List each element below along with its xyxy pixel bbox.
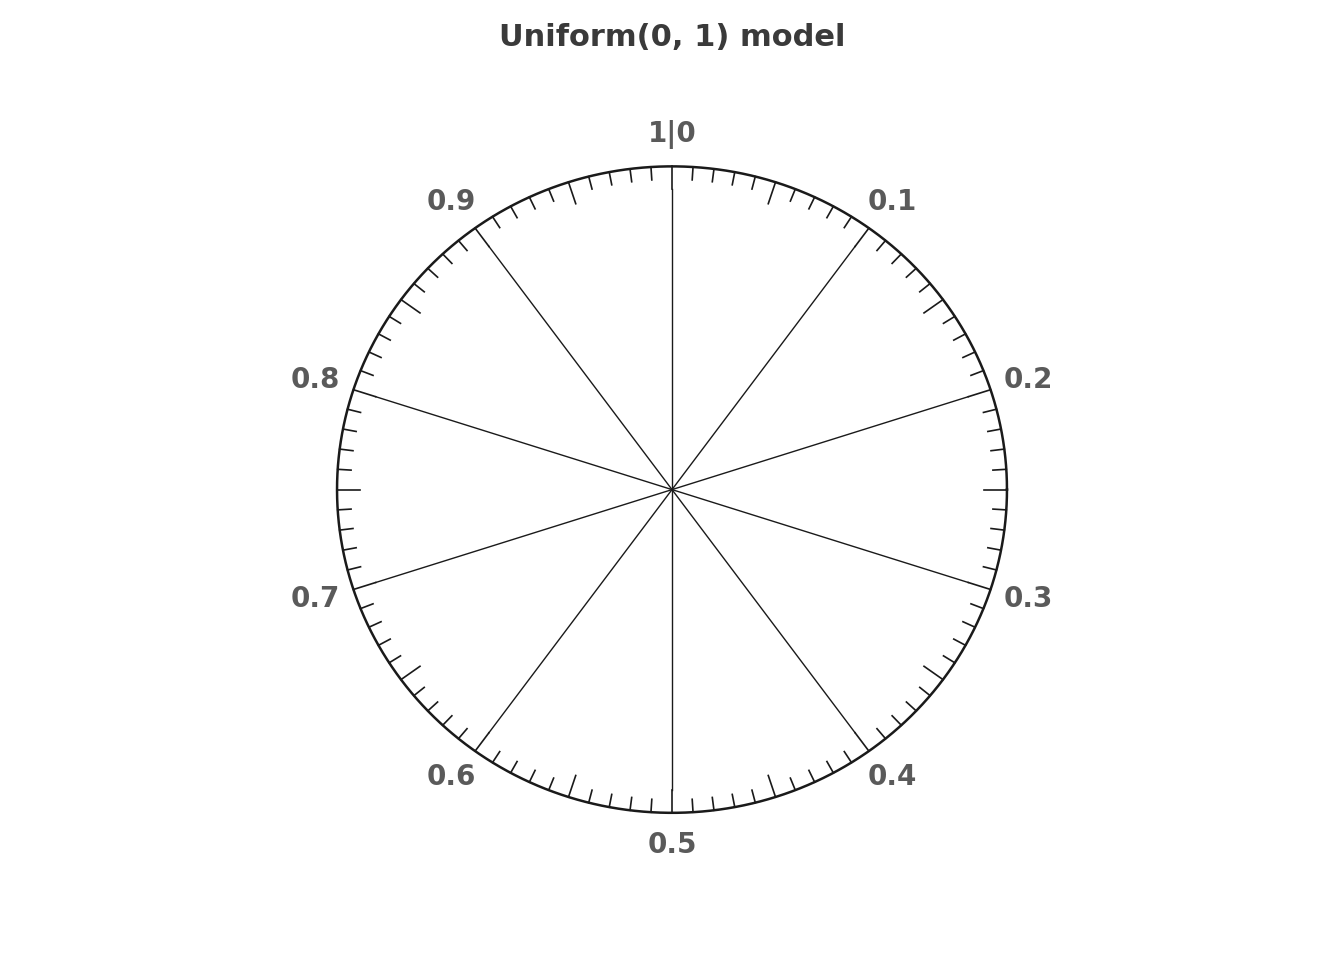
Text: 0.1: 0.1 [868,188,917,216]
Text: 0.8: 0.8 [290,366,340,394]
Text: 0.4: 0.4 [868,763,917,791]
Text: 0.3: 0.3 [1004,586,1054,613]
Text: 0.9: 0.9 [427,188,476,216]
Text: 0.7: 0.7 [290,586,340,613]
Text: 0.6: 0.6 [427,763,476,791]
Title: Uniform(0, 1) model: Uniform(0, 1) model [499,23,845,53]
Text: 0.5: 0.5 [648,831,696,859]
Text: 1|0: 1|0 [648,120,696,149]
Text: 0.2: 0.2 [1004,366,1054,394]
